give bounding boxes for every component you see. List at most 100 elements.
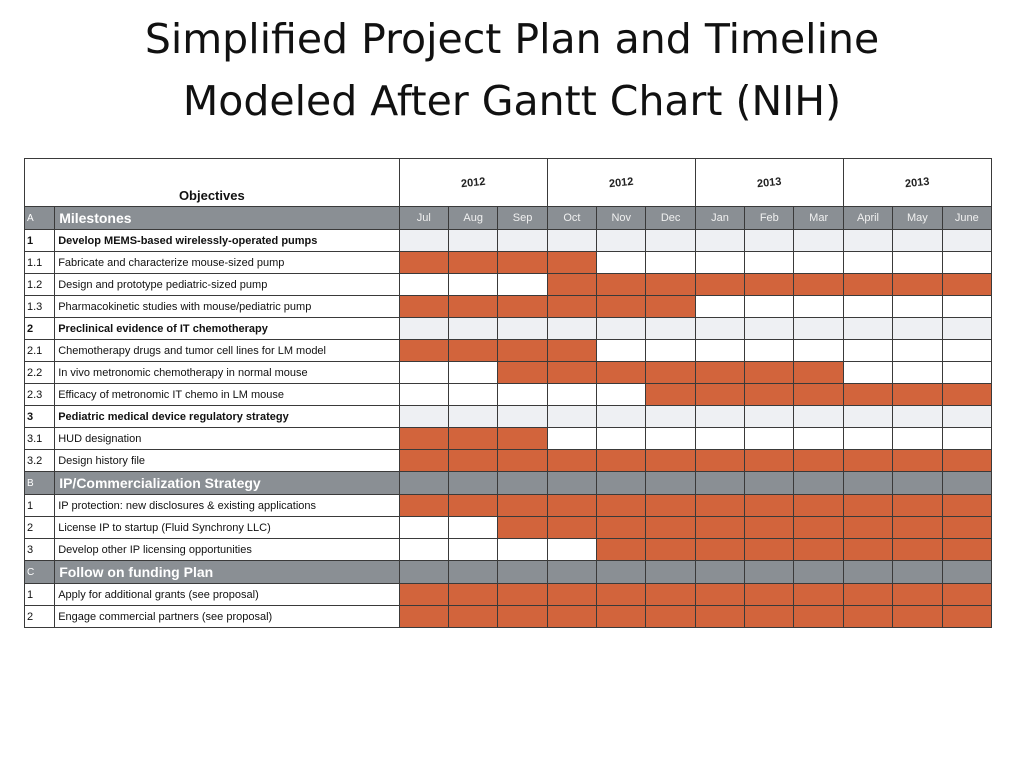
gantt-empty-cell [645,229,696,252]
gantt-empty-cell [694,251,746,274]
section-row: C Follow on funding Plan [23,560,993,584]
gantt-bar-cell [398,251,450,274]
month-label [398,560,450,584]
gantt-bar-cell [793,605,844,628]
gantt-empty-cell [546,405,598,428]
gantt-bar-cell [546,449,598,472]
gantt-empty-cell [645,317,696,340]
gantt-bar-cell [497,494,548,517]
gantt-empty-cell [892,251,943,274]
task-row: 1 Apply for additional grants (see propos… [23,583,993,606]
gantt-bar-cell [892,605,943,628]
year-label: 2012 [398,158,548,207]
task-id: 3 [23,538,56,561]
gantt-empty-cell [941,317,993,340]
month-label [497,471,548,495]
gantt-bar-cell [694,273,746,296]
task-id: 1.1 [23,251,56,274]
gantt-bar-cell [744,383,795,406]
gantt-bar-cell [842,273,894,296]
gantt-bar-cell [744,516,795,539]
task-row: 1 Develop MEMS-based wirelessly-operated … [23,229,993,252]
section-title: IP/Commercialization Strategy [54,471,400,495]
title-line-2: Modeled After Gantt Chart (NIH) [182,77,842,125]
gantt-empty-cell [398,516,450,539]
gantt-bar-cell [447,339,499,362]
task-row: 2.3 Efficacy of metronomic IT chemo in LM… [23,383,993,406]
task-id: 2 [23,317,56,340]
month-label [546,560,598,584]
gantt-empty-cell [398,361,450,384]
gantt-table: Objectives 2012 2012 2013 2013 A Milestones Jul… [23,158,993,628]
gantt-empty-cell [447,538,499,561]
task-name: Apply for additional grants (see proposa… [54,583,400,606]
month-label [398,471,450,495]
gantt-bar-cell [793,449,844,472]
gantt-bar-cell [447,295,499,318]
gantt-bar-cell [694,449,746,472]
gantt-empty-cell [596,251,647,274]
gantt-empty-cell [645,427,696,450]
gantt-empty-cell [497,273,548,296]
gantt-bar-cell [892,273,943,296]
gantt-empty-cell [398,405,450,428]
gantt-empty-cell [941,295,993,318]
gantt-empty-cell [497,538,548,561]
gantt-empty-cell [744,229,795,252]
gantt-empty-cell [793,251,844,274]
gantt-bar-cell [447,605,499,628]
month-label [447,471,499,495]
gantt-bar-cell [892,494,943,517]
gantt-empty-cell [447,516,499,539]
section-letter: C [23,560,56,584]
month-label [744,471,795,495]
month-label [694,560,746,584]
section-title: Milestones [54,206,400,230]
gantt-bar-cell [645,361,696,384]
gantt-bar-cell [892,449,943,472]
gantt-bar-cell [645,516,696,539]
month-label: Oct [546,206,598,230]
gantt-empty-cell [892,317,943,340]
year-label-text: 2012 [608,175,635,190]
task-row: 2 Engage commercial partners (see proposa… [23,605,993,628]
gantt-bar-cell [546,361,598,384]
gantt-bar-cell [941,449,993,472]
month-label: June [941,206,993,230]
gantt-empty-cell [842,229,894,252]
gantt-bar-cell [744,494,795,517]
gantt-bar-cell [596,295,647,318]
gantt-bar-cell [842,605,894,628]
task-row: 1 IP protection: new disclosures & existi… [23,494,993,517]
gantt-bar-cell [645,295,696,318]
gantt-bar-cell [596,494,647,517]
month-label [941,471,993,495]
gantt-empty-cell [892,295,943,318]
gantt-empty-cell [744,339,795,362]
gantt-empty-cell [546,427,598,450]
gantt-bar-cell [842,516,894,539]
task-name: License IP to startup (Fluid Synchrony L… [54,516,400,539]
gantt-bar-cell [793,538,844,561]
gantt-empty-cell [447,361,499,384]
gantt-bar-cell [941,273,993,296]
gantt-bar-cell [596,361,647,384]
gantt-empty-cell [744,251,795,274]
gantt-bar-cell [694,361,746,384]
gantt-bar-cell [941,538,993,561]
gantt-empty-cell [793,339,844,362]
gantt-bar-cell [497,339,548,362]
task-name: Chemotherapy drugs and tumor cell lines … [54,339,400,362]
gantt-empty-cell [694,405,746,428]
gantt-empty-cell [596,229,647,252]
month-label [892,471,943,495]
gantt-bar-cell [645,605,696,628]
task-name: Fabricate and characterize mouse-sized p… [54,251,400,274]
gantt-bar-cell [941,516,993,539]
gantt-bar-cell [546,295,598,318]
gantt-bar-cell [398,583,450,606]
gantt-bar-cell [892,538,943,561]
gantt-empty-cell [892,229,943,252]
gantt-bar-cell [793,273,844,296]
gantt-bar-cell [694,583,746,606]
